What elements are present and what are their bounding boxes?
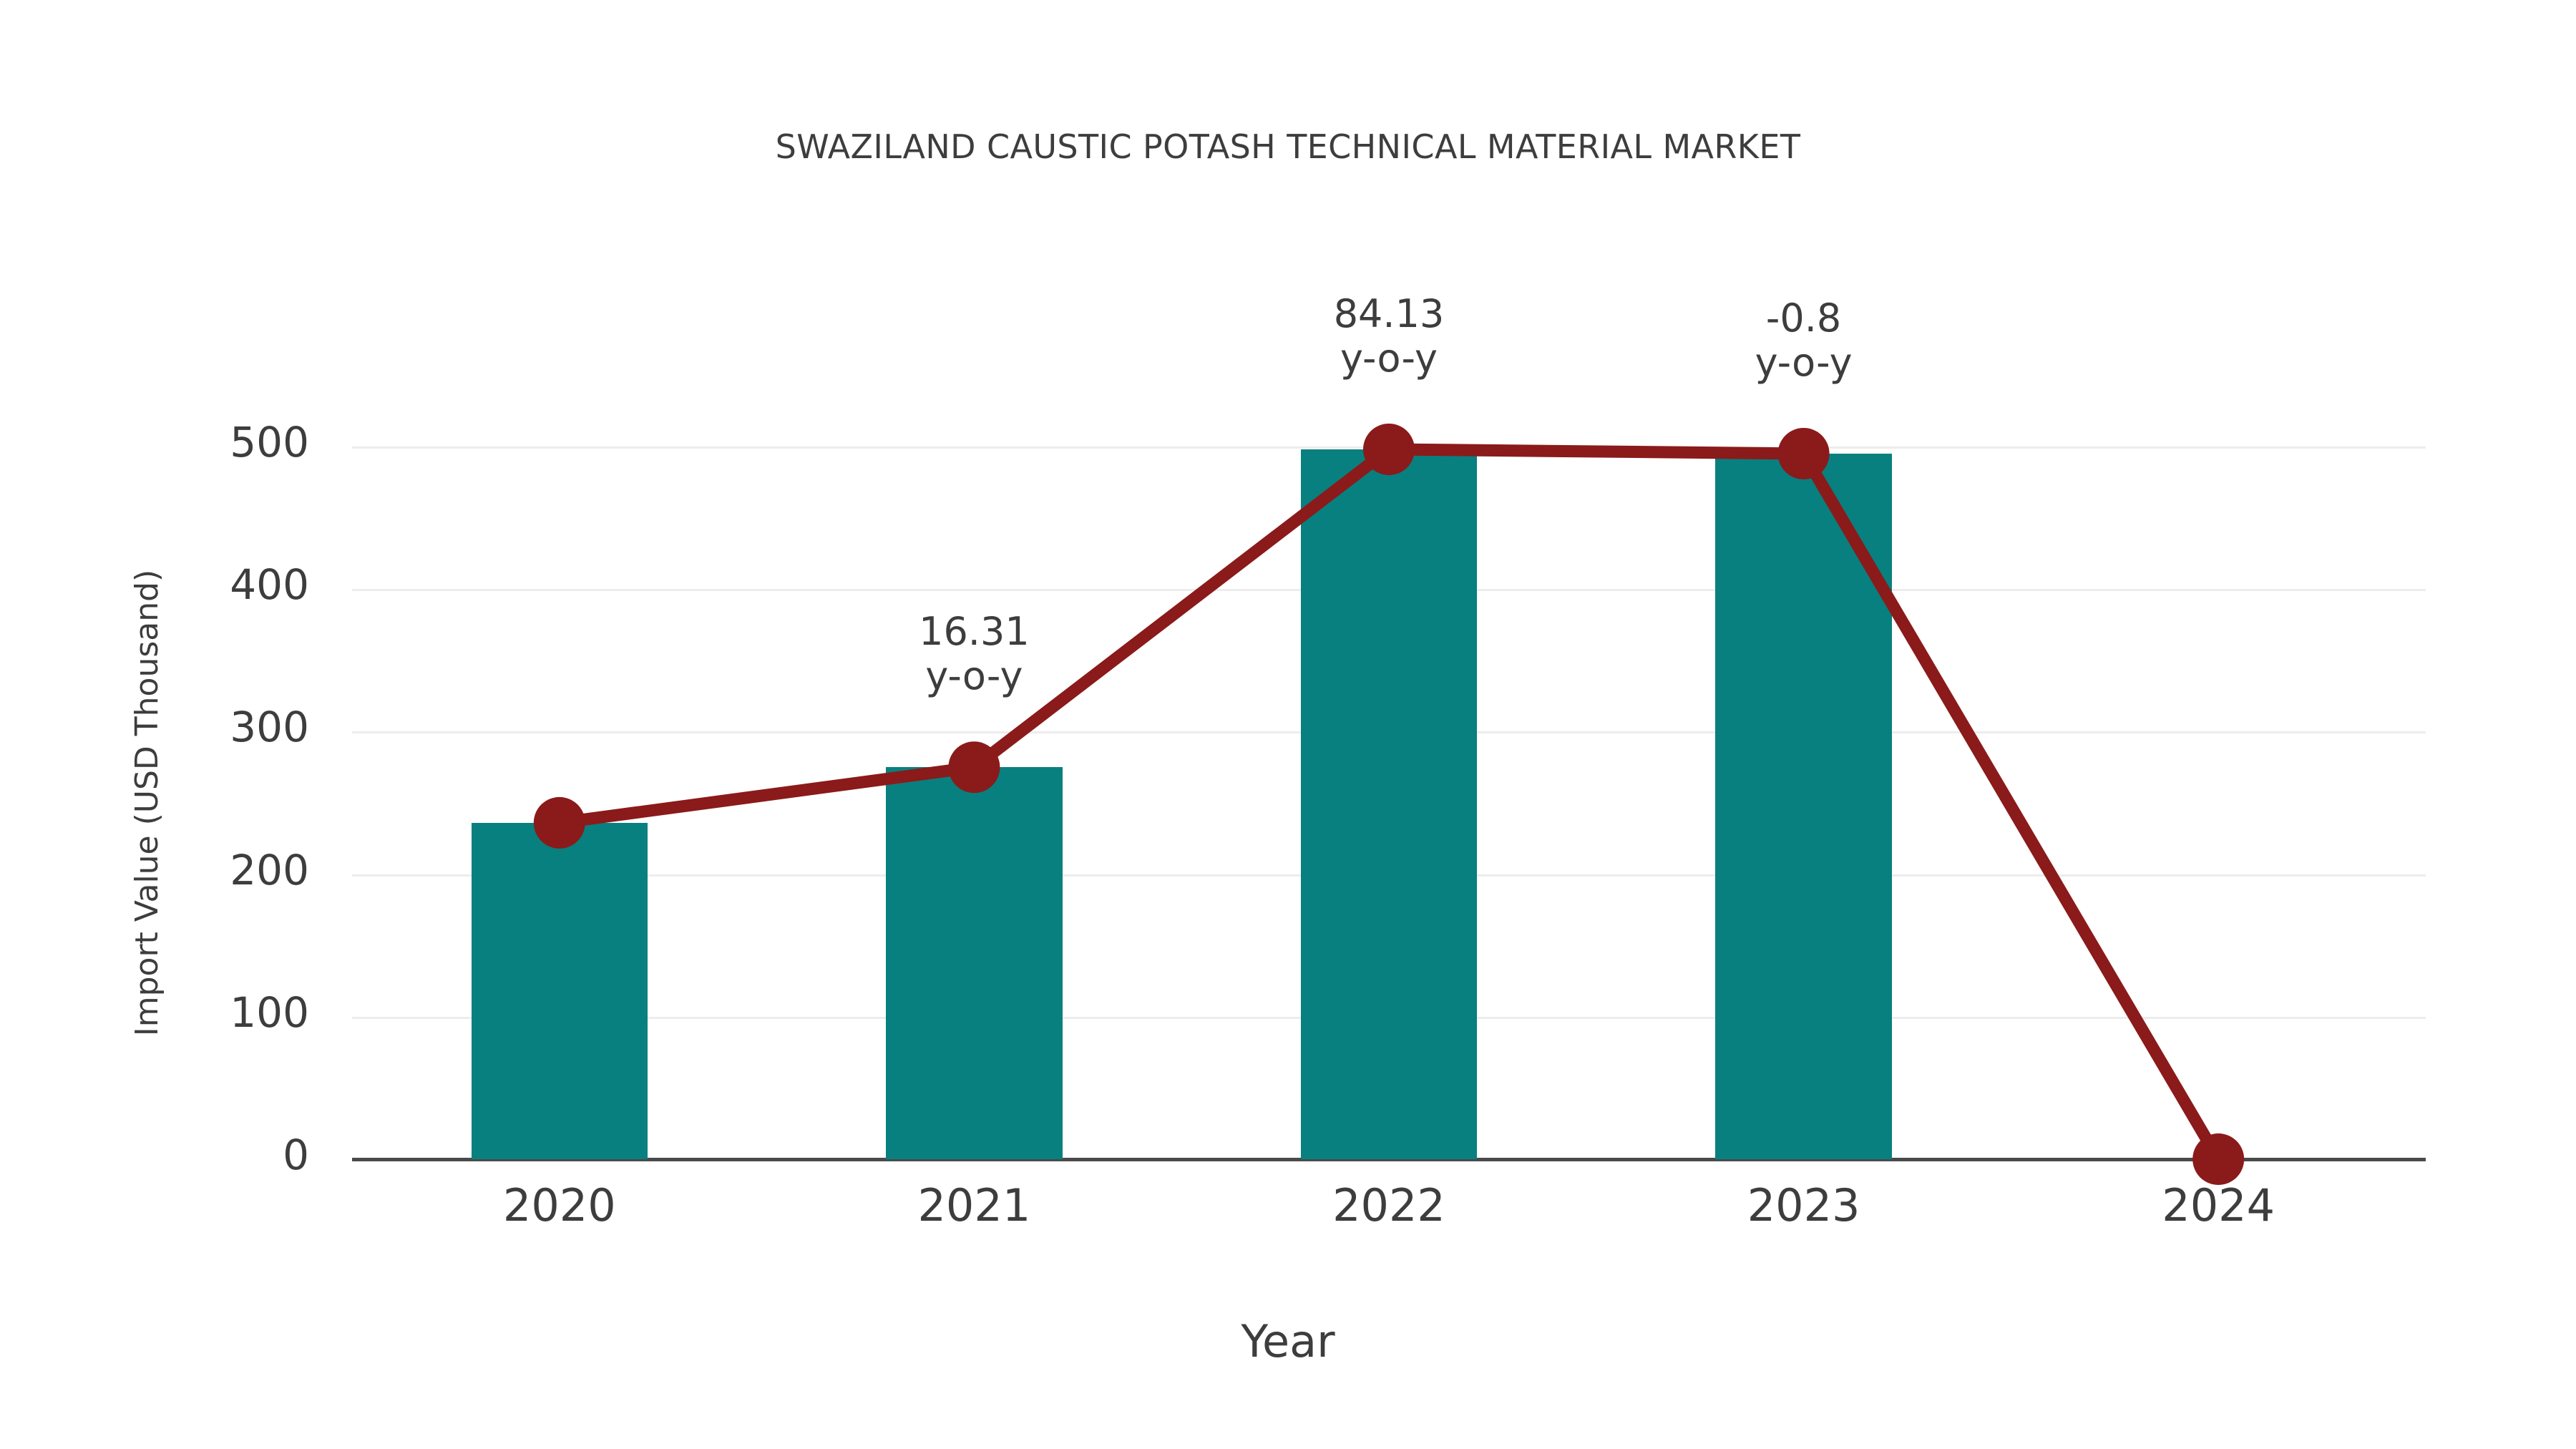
y-axis-title: Import Value (USD Thousand) (129, 569, 165, 1037)
x-axis-tick-label: 2020 (502, 1179, 616, 1231)
y-axis-tick-label: 100 (230, 987, 309, 1037)
x-axis-tick-label: 2022 (1332, 1179, 1445, 1231)
yoy-annotation: -0.8 y-o-y (1618, 296, 1990, 385)
yoy-caption: y-o-y (1755, 340, 1853, 386)
x-axis-tick-label: 2024 (2162, 1179, 2275, 1231)
bar[interactable] (1715, 453, 1892, 1159)
yoy-caption: y-o-y (925, 653, 1023, 699)
yoy-value: 84.13 (1333, 291, 1445, 336)
bar[interactable] (1300, 449, 1478, 1159)
yoy-value: -0.8 (1765, 295, 1842, 341)
y-axis-tick-label: 200 (230, 845, 309, 894)
y-axis-tick-label: 500 (230, 418, 309, 467)
yoy-annotation: 84.13 y-o-y (1203, 291, 1575, 381)
yoy-value: 16.31 (919, 609, 1030, 655)
bar[interactable] (886, 767, 1063, 1159)
gridline (352, 447, 2426, 449)
x-axis-tick-label: 2023 (1747, 1179, 1860, 1231)
y-axis-tick-label: 300 (230, 703, 309, 752)
yoy-caption: y-o-y (1340, 336, 1438, 381)
chart-title: SWAZILAND CAUSTIC POTASH TECHNICAL MATER… (775, 127, 1801, 166)
yoy-annotation: 16.31 y-o-y (788, 610, 1160, 698)
x-axis-tick-label: 2021 (917, 1179, 1031, 1231)
y-axis-tick-label: 0 (283, 1131, 309, 1179)
y-axis-tick-label: 400 (230, 560, 309, 610)
x-axis-title: Year (1241, 1315, 1335, 1367)
bar[interactable] (471, 822, 648, 1159)
